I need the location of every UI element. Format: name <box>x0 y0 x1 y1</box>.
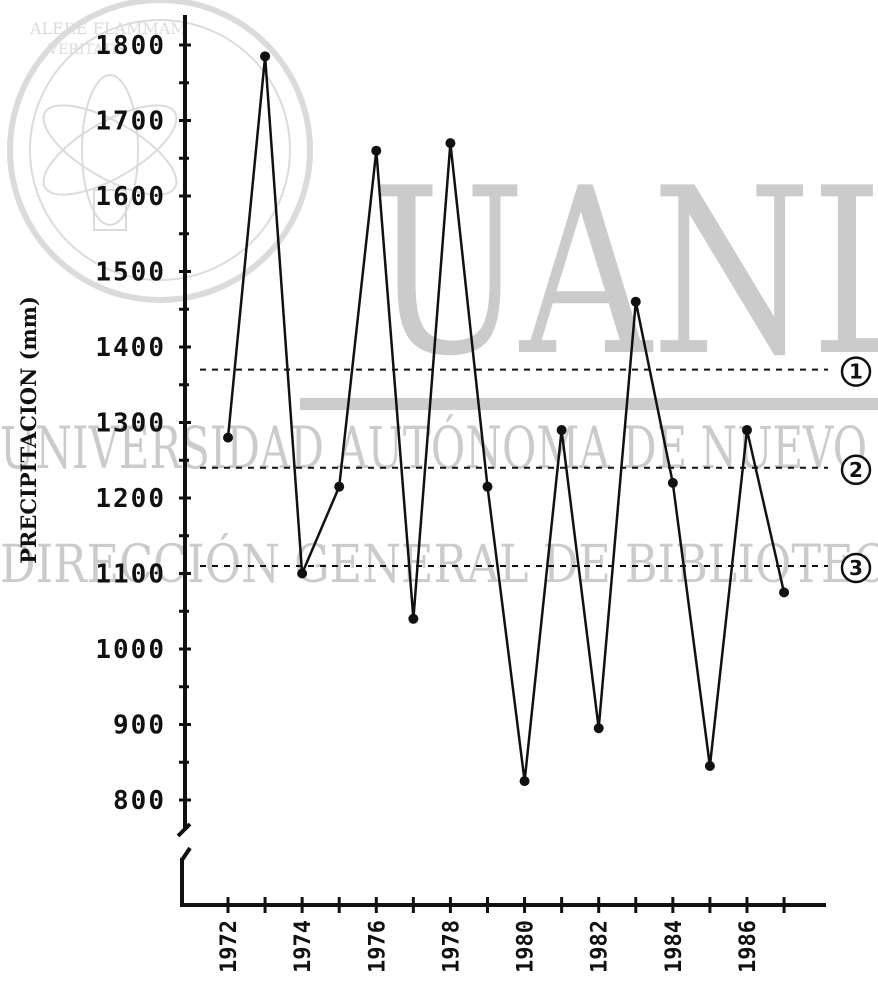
reference-line-marker <box>840 454 872 486</box>
watermark-band <box>300 398 878 410</box>
reference-line-label: 2 <box>849 458 863 482</box>
x-tick-label: 1980 <box>514 920 539 973</box>
y-tick-label: 1700 <box>95 107 166 137</box>
y-tick-label: 1400 <box>95 333 166 363</box>
axes: 800 900 1000 1100 1200 1300 1400 1500 1600 1700 18… <box>95 15 826 973</box>
x-tick-label: 1972 <box>217 920 242 973</box>
data-point <box>741 425 752 436</box>
x-tick-label: 1974 <box>291 920 316 973</box>
x-tick-label: 1976 <box>365 920 390 973</box>
seal-motto-1: ALERE FLAMMAM <box>29 19 187 38</box>
data-point <box>630 296 641 307</box>
data-point <box>334 481 345 492</box>
data-point <box>519 776 530 787</box>
data-point <box>556 425 567 436</box>
y-tick-label: 800 <box>113 786 166 816</box>
y-axis-break-mark-upper <box>176 822 192 838</box>
x-tick-label: 1984 <box>662 920 687 973</box>
data-point <box>593 723 604 734</box>
reference-line-label: 1 <box>849 360 863 384</box>
data-point <box>667 477 678 488</box>
reference-line-marker <box>840 552 872 584</box>
university-seal-watermark: ALERE FLAMMAM VERITATIS <box>7 0 313 303</box>
y-tick-label: 1600 <box>95 182 166 212</box>
y-tick-label: 1300 <box>95 409 166 439</box>
data-point <box>704 761 715 772</box>
data-point <box>482 481 493 492</box>
reference-lines: 1 2 3 <box>200 356 872 584</box>
data-series <box>223 51 790 787</box>
series-line <box>226 56 786 782</box>
y-tick-label: 1200 <box>95 484 166 514</box>
reference-line-marker <box>840 356 872 387</box>
watermark-acronym: UANL <box>372 140 878 407</box>
x-tick-label: 1986 <box>736 920 761 973</box>
reference-line-label: 3 <box>849 556 863 580</box>
watermark-university-line: UNIVERSIDAD AUTÓNOMA DE NUEVO LEÓN <box>0 414 878 482</box>
data-point <box>779 587 790 598</box>
y-tick-label: 1000 <box>95 635 166 665</box>
data-point <box>223 432 233 443</box>
data-point <box>445 138 456 149</box>
y-tick-label: 900 <box>113 711 166 741</box>
watermark: ALERE FLAMMAM VERITATIS UANL UNIVERSIDAD… <box>0 0 878 595</box>
y-tick-label: 1800 <box>95 31 166 61</box>
y-tick-label: 1100 <box>95 560 166 590</box>
seal-motto-2: VERITATIS <box>47 42 127 58</box>
data-point <box>260 51 271 62</box>
y-tick-label: 1500 <box>95 258 166 288</box>
x-tick-label: 1982 <box>588 920 613 973</box>
x-tick-label: 1978 <box>439 920 464 973</box>
data-point <box>408 613 419 624</box>
data-point <box>297 568 308 579</box>
y-axis-label: PRECIPITACION (mm) <box>16 296 41 564</box>
data-point <box>371 145 382 156</box>
